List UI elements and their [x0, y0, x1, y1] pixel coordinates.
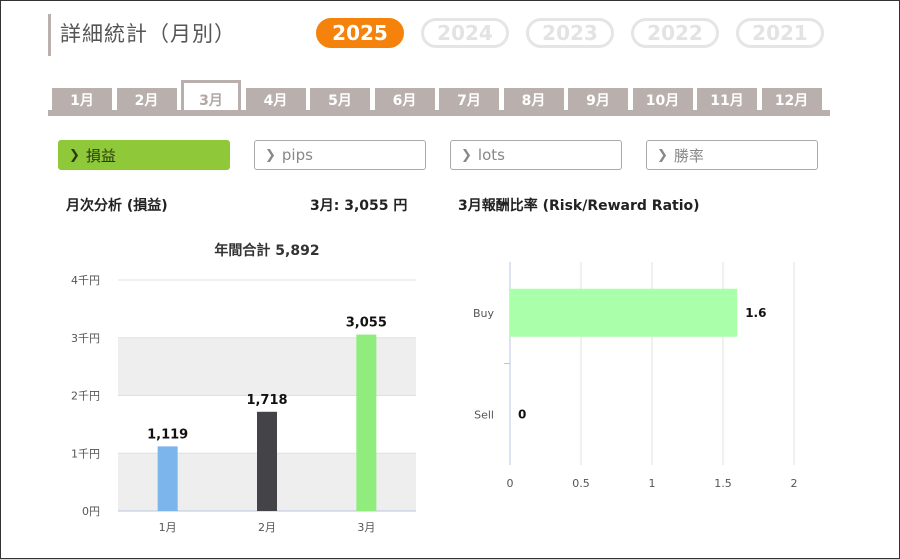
year-button-2022[interactable]: 2022	[631, 18, 719, 48]
ratio-value-label: 1.6	[745, 306, 766, 320]
x-tick-label: 2月	[258, 521, 276, 534]
x-tick-label: 0.5	[572, 477, 590, 490]
y-tick-label: 4千円	[71, 274, 100, 287]
metric-label: 勝率	[673, 146, 704, 165]
monthly-profit-chart: 年間合計 5,892 0円 1千円 2千円 3千円 4千円 1,119 1月 1,718 2月 3,…	[71, 242, 416, 534]
chevron-right-icon: ❯	[69, 147, 80, 163]
ratio-value-label: 0	[518, 407, 526, 421]
x-tick-label: 1	[649, 477, 656, 490]
chevron-right-icon: ❯	[461, 147, 472, 163]
risk-reward-chart: 0 0.5 1 1.5 2 Buy 1.6 Sell 0	[473, 262, 798, 490]
year-button-2025[interactable]: 2025	[316, 18, 404, 48]
monthly-summary: 3月: 3,055 円	[310, 198, 408, 214]
bar-1	[157, 446, 178, 511]
tab-month-6[interactable]: 6月	[374, 88, 435, 112]
y-tick-label: Buy	[473, 307, 495, 320]
x-tick-label: 2	[791, 477, 798, 490]
bar-2	[257, 411, 277, 511]
tab-month-8[interactable]: 8月	[503, 88, 564, 112]
x-tick-label: 1.5	[714, 477, 732, 490]
tab-month-11[interactable]: 11月	[697, 88, 757, 112]
tab-month-7[interactable]: 7月	[439, 88, 499, 112]
bar-value-label: 3,055	[346, 316, 387, 331]
ratio-bar-buy	[510, 288, 738, 337]
y-tick-label: 2千円	[71, 390, 100, 403]
page-title: 詳細統計（月別）	[60, 22, 236, 46]
year-button-2024[interactable]: 2024	[421, 18, 509, 48]
year-button-2021[interactable]: 2021	[736, 18, 824, 48]
y-tick-label: 0円	[82, 505, 100, 518]
tab-month-1[interactable]: 1月	[52, 88, 112, 112]
metric-label: pips	[281, 146, 313, 164]
chart-title: 年間合計 5,892	[214, 242, 319, 259]
month-tabs-underline	[48, 110, 830, 116]
bar-value-label: 1,119	[147, 427, 188, 442]
chevron-right-icon: ❯	[657, 147, 668, 163]
tab-month-5[interactable]: 5月	[310, 88, 370, 112]
metric-button-4[interactable]: ❯ 勝率	[646, 140, 818, 170]
monthly-analysis-title: 月次分析 (損益)	[66, 198, 168, 214]
year-button-2023[interactable]: 2023	[526, 18, 614, 48]
x-tick-label: 1月	[159, 521, 177, 534]
y-tick-label: Sell	[474, 408, 494, 421]
title-accent-bar	[48, 14, 51, 56]
tab-month-4[interactable]: 4月	[245, 88, 306, 112]
metric-label: 損益	[85, 146, 116, 165]
tab-month-10[interactable]: 10月	[632, 88, 693, 112]
tab-month-12[interactable]: 12月	[761, 88, 822, 112]
y-tick-label: 1千円	[71, 447, 100, 460]
metric-label: lots	[477, 146, 505, 164]
metric-button-3[interactable]: ❯ lots	[450, 140, 622, 170]
bar-3	[356, 334, 377, 511]
tab-month-2[interactable]: 2月	[116, 88, 177, 112]
tab-month-9[interactable]: 9月	[568, 88, 628, 112]
bar-value-label: 1,718	[246, 393, 287, 408]
y-tick-label: 3千円	[71, 332, 100, 345]
x-tick-label: 3月	[357, 521, 375, 534]
ratio-title: 3月報酬比率 (Risk/Reward Ratio)	[458, 198, 700, 214]
metric-button-2[interactable]: ❯ pips	[254, 140, 426, 170]
chevron-right-icon: ❯	[265, 147, 276, 163]
x-tick-label: 0	[507, 477, 514, 490]
metric-button-1[interactable]: ❯ 損益	[58, 140, 230, 170]
